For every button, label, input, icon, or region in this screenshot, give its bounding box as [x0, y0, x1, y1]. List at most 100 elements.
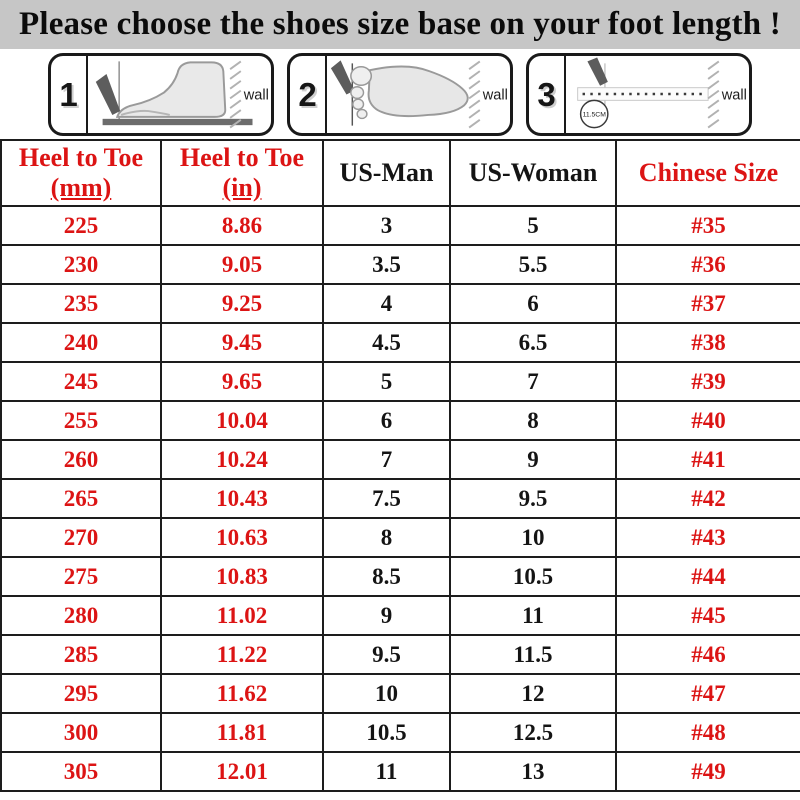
table-cell: 9.65 [160, 361, 324, 402]
table-cell: 8 [449, 400, 617, 441]
table-cell: 240 [0, 322, 162, 363]
table-row: 305 12.01 11 13 #49 [0, 751, 800, 792]
table-cell: 7 [322, 439, 451, 480]
table-cell: 9 [322, 595, 451, 636]
step-2-canvas: wall [327, 56, 510, 133]
table-cell: 10.63 [160, 517, 324, 558]
table-cell: 295 [0, 673, 162, 714]
table-row: 295 11.62 10 12 #47 [0, 673, 800, 714]
table-row: 270 10.63 8 10 #43 [0, 517, 800, 558]
header-line1: Heel to Toe [18, 143, 144, 173]
table-row: 245 9.65 5 7 #39 [0, 361, 800, 402]
table-cell: 4 [322, 283, 451, 324]
table-row: 255 10.04 6 8 #40 [0, 400, 800, 441]
table-cell: 10.5 [449, 556, 617, 597]
wall-label-3: wall [721, 87, 747, 103]
header-us-man: US-Man [322, 139, 451, 207]
table-row: 285 11.22 9.5 11.5 #46 [0, 634, 800, 675]
table-cell: 11.5 [449, 634, 617, 675]
table-cell: 11 [449, 595, 617, 636]
table-cell: 10.24 [160, 439, 324, 480]
side-foot-measure-icon: wall [95, 60, 269, 129]
table-cell: 265 [0, 478, 162, 519]
table-cell: 13 [449, 751, 617, 792]
header-us-woman: US-Woman [449, 139, 617, 207]
table-row: 230 9.05 3.5 5.5 #36 [0, 244, 800, 285]
measurement-label: 11.5CM [583, 111, 607, 118]
table-cell: 300 [0, 712, 162, 753]
table-cell: #44 [615, 556, 800, 597]
table-cell: #36 [615, 244, 800, 285]
wall-label-2: wall [482, 87, 508, 103]
table-cell: 6.5 [449, 322, 617, 363]
wall-hatch [707, 60, 720, 129]
header-line2: (mm) [50, 173, 112, 202]
table-cell: 5.5 [449, 244, 617, 285]
wall-label-1: wall [243, 87, 269, 103]
table-cell: 275 [0, 556, 162, 597]
table-cell: 10.04 [160, 400, 324, 441]
table-cell: 8.5 [322, 556, 451, 597]
table-cell: #41 [615, 439, 800, 480]
table-cell: #42 [615, 478, 800, 519]
table-cell: 8.86 [160, 205, 324, 246]
table-cell: 11.81 [160, 712, 324, 753]
table-cell: 255 [0, 400, 162, 441]
table-cell: #46 [615, 634, 800, 675]
step-3-canvas: 11.5CM wall [566, 56, 749, 133]
size-table-body: 225 8.86 3 5 #35 230 9.05 3.5 5.5 #36 235 9.25 4 6 #37… [0, 205, 800, 792]
measure-step-1: 1 wall [48, 53, 274, 136]
table-row: 235 9.25 4 6 #37 [0, 283, 800, 324]
table-cell: 305 [0, 751, 162, 792]
wall-hatch [229, 60, 242, 129]
table-cell: 3.5 [322, 244, 451, 285]
table-cell: 10 [322, 673, 451, 714]
table-cell: 12.01 [160, 751, 324, 792]
table-cell: 10 [449, 517, 617, 558]
table-cell: 10.83 [160, 556, 324, 597]
table-cell: 9.5 [449, 478, 617, 519]
table-cell: 5 [449, 205, 617, 246]
table-cell: #43 [615, 517, 800, 558]
table-row: 275 10.83 8.5 10.5 #44 [0, 556, 800, 597]
table-cell: 8 [322, 517, 451, 558]
table-cell: 5 [322, 361, 451, 402]
table-cell: 11.62 [160, 673, 324, 714]
table-cell: #35 [615, 205, 800, 246]
table-cell: #40 [615, 400, 800, 441]
table-cell: 9.45 [160, 322, 324, 363]
table-cell: #45 [615, 595, 800, 636]
table-cell: 235 [0, 283, 162, 324]
header-chinese-size: Chinese Size [615, 139, 800, 207]
table-cell: 245 [0, 361, 162, 402]
table-cell: 11 [322, 751, 451, 792]
step-2-number: 2 [290, 56, 327, 133]
table-cell: 12 [449, 673, 617, 714]
table-row: 280 11.02 9 11 #45 [0, 595, 800, 636]
table-cell: #49 [615, 751, 800, 792]
table-cell: 9.5 [322, 634, 451, 675]
table-cell: 3 [322, 205, 451, 246]
table-cell: 9 [449, 439, 617, 480]
table-cell: 270 [0, 517, 162, 558]
page-title: Please choose the shoes size base on you… [18, 6, 781, 42]
table-cell: 12.5 [449, 712, 617, 753]
size-table: Heel to Toe (mm) Heel to Toe (in) US-Man… [0, 139, 800, 792]
table-cell: 7 [449, 361, 617, 402]
step-3-number: 3 [529, 56, 566, 133]
table-cell: #48 [615, 712, 800, 753]
header-line2: (in) [222, 173, 262, 202]
ruler-measure-icon: 11.5CM wall [577, 57, 747, 129]
table-cell: 10.43 [160, 478, 324, 519]
table-cell: #47 [615, 673, 800, 714]
measure-instructions: 1 wall 2 [0, 49, 800, 139]
size-table-header: Heel to Toe (mm) Heel to Toe (in) US-Man… [0, 139, 800, 207]
table-cell: 9.25 [160, 283, 324, 324]
table-row: 265 10.43 7.5 9.5 #42 [0, 478, 800, 519]
table-cell: 7.5 [322, 478, 451, 519]
table-cell: 230 [0, 244, 162, 285]
table-cell: 260 [0, 439, 162, 480]
table-cell: 280 [0, 595, 162, 636]
footprint-measure-icon: wall [330, 60, 508, 129]
table-cell: #39 [615, 361, 800, 402]
